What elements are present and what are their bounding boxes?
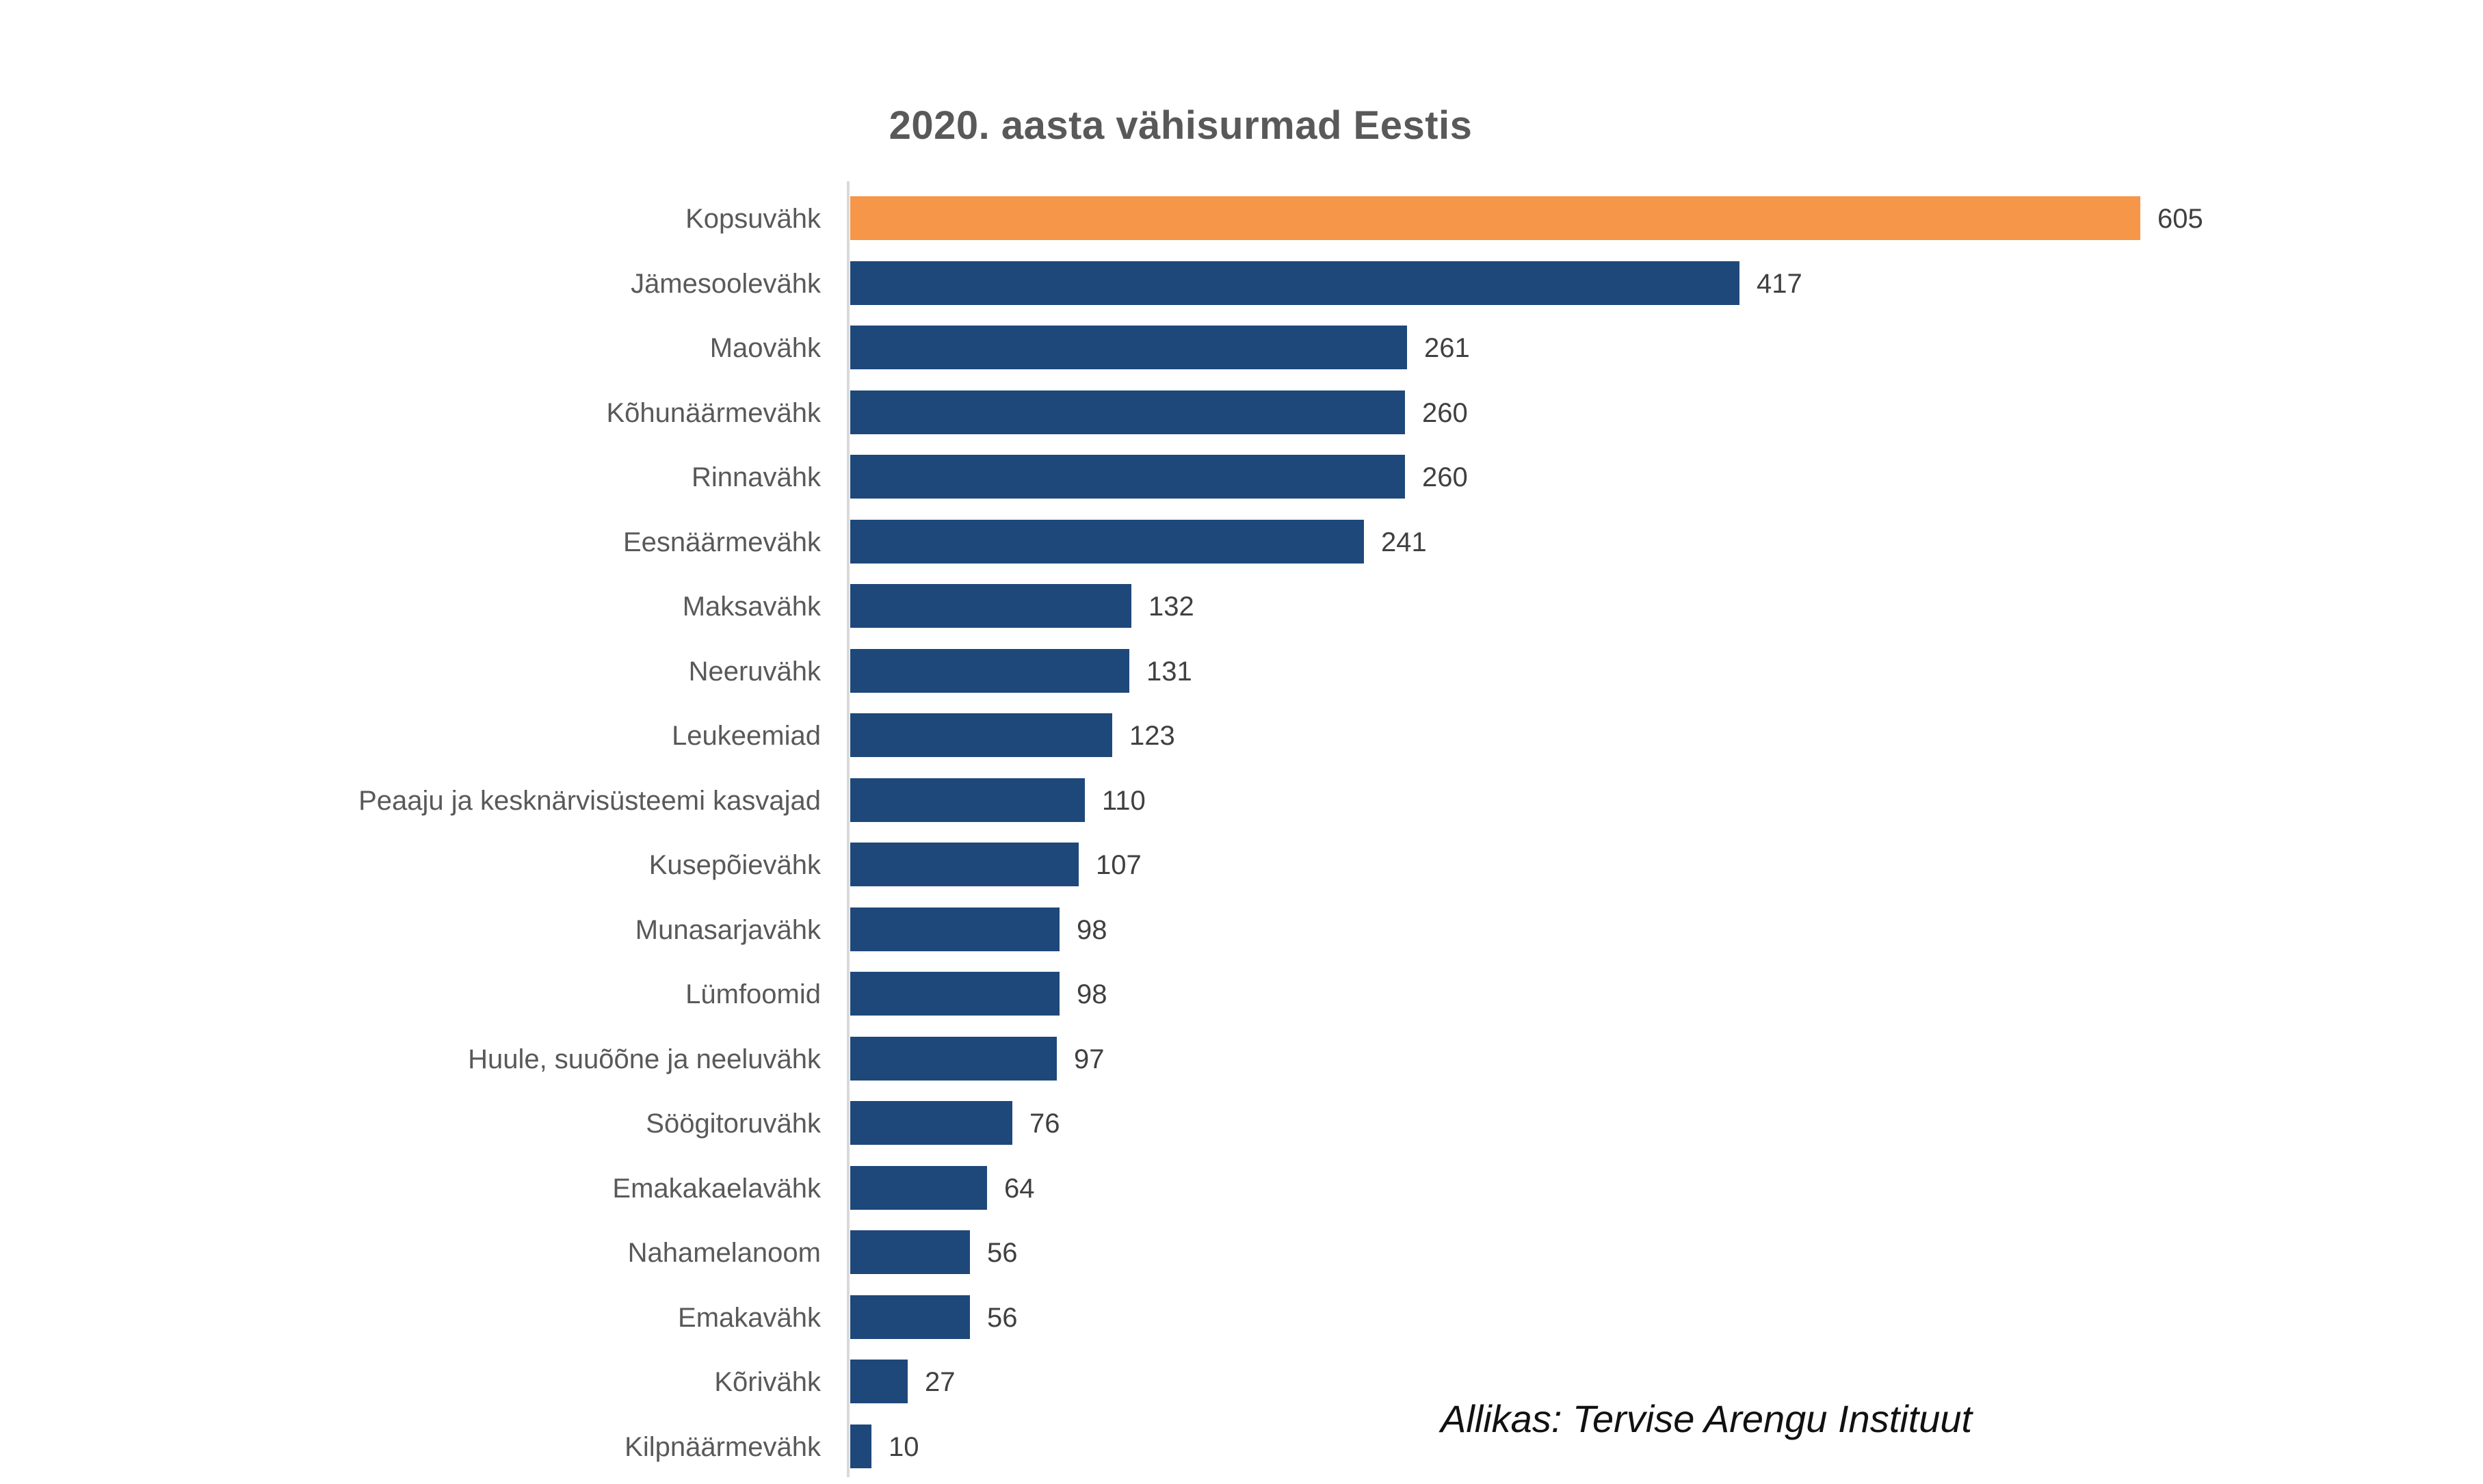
value-label: 10 [889,1432,919,1462]
value-label: 260 [1422,398,1468,428]
value-label: 131 [1146,657,1192,687]
value-label: 97 [1074,1044,1105,1074]
bar [850,455,1405,499]
bar [850,1037,1057,1081]
category-label: Huule, suuõõne ja neeluvähk [468,1044,821,1074]
bar [850,390,1405,434]
source-note: Allikas: Tervise Arengu Instituut [1441,1397,1973,1440]
bar [850,1166,987,1210]
value-label: 417 [1757,269,1802,299]
value-label: 56 [987,1303,1018,1333]
chart-title: 2020. aasta vähisurmad Eestis [889,103,1473,148]
bar [850,584,1131,628]
bar [850,326,1407,369]
category-label: Kilpnäärmevähk [625,1432,821,1462]
category-label: Emakavähk [678,1303,821,1333]
value-label: 260 [1422,462,1468,492]
category-label: Kõhunäärmevähk [606,398,821,428]
value-label: 110 [1102,786,1146,816]
value-label: 107 [1096,850,1142,880]
category-label: Maovähk [709,333,821,363]
bar [850,843,1079,886]
category-label: Eesnäärmevähk [622,527,821,557]
category-label: Lümfoomid [685,979,821,1009]
bar [850,907,1060,951]
value-label: 605 [2157,204,2203,234]
bar [850,1230,970,1274]
value-label: 98 [1077,979,1107,1009]
category-label: Peaaju ja kesknärvisüsteemi kasvajad [358,786,821,816]
category-label: Emakakaelavähk [612,1174,821,1204]
bar [850,520,1364,564]
bar [850,261,1739,305]
bar [850,1360,908,1403]
category-label: Leukeemiad [672,721,821,751]
bar [850,649,1129,693]
category-label: Söögitoruvähk [646,1109,821,1139]
category-label: Kopsuvähk [685,204,821,234]
value-label: 261 [1424,333,1470,363]
category-label: Jämesoolevähk [631,269,821,299]
value-label: 27 [925,1367,956,1397]
bar [850,778,1085,822]
bar [850,1101,1012,1145]
bar [850,713,1112,757]
value-label: 132 [1148,592,1194,622]
category-label: Munasarjavähk [635,915,821,945]
category-label: Maksavähk [682,592,821,622]
value-label: 76 [1029,1109,1060,1139]
value-label: 123 [1129,721,1175,751]
category-label: Kusepõievähk [648,850,821,880]
value-label: 64 [1004,1174,1035,1204]
bar [850,1295,970,1339]
category-label: Nahamelanoom [627,1238,821,1268]
category-label: Neeruvähk [688,657,821,687]
bar [850,1425,871,1468]
category-label: Rinnavähk [691,462,821,492]
value-label: 56 [987,1238,1018,1268]
bar-highlighted [850,196,2140,240]
value-label: 98 [1077,915,1107,945]
category-label: Kõrivähk [714,1367,821,1397]
bar [850,972,1060,1016]
value-label: 241 [1381,527,1427,557]
y-axis-line [847,181,850,1477]
